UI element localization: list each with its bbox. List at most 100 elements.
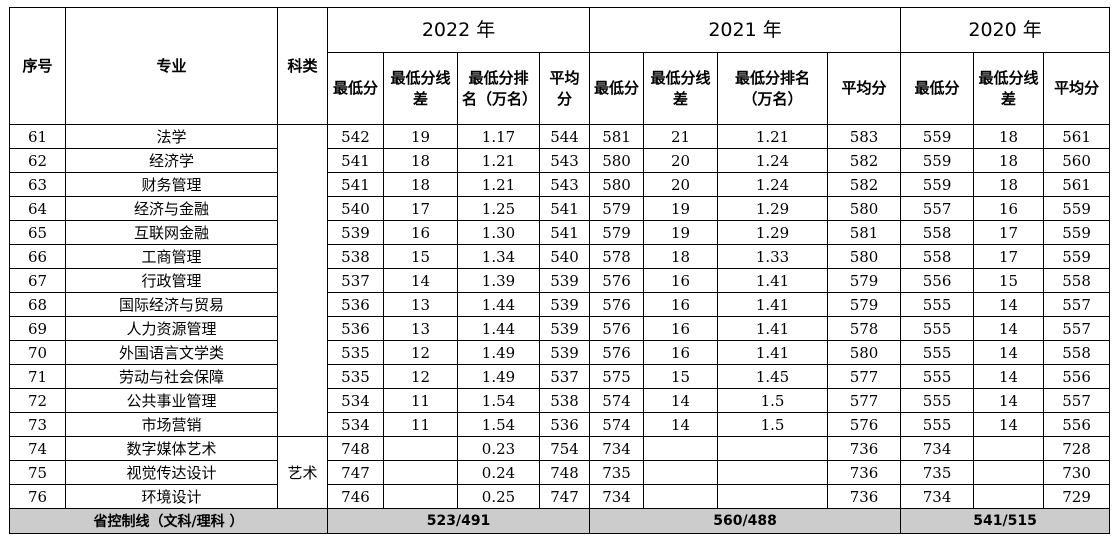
row-value: 14 — [973, 316, 1045, 341]
table-row: 72 公共事业管理 534 11 1.54 538 574 14 1.5 577 555 14 557 — [9, 388, 1111, 413]
header-2022-min-rank: 最低分排名（万名） — [457, 52, 540, 125]
row-value: 574 — [589, 388, 645, 413]
header-major: 专业 — [65, 7, 278, 125]
row-value: 541 — [538, 220, 591, 245]
row-value: 14 — [643, 412, 719, 437]
row-value: 559 — [1043, 244, 1111, 269]
row-value: 20 — [643, 148, 719, 173]
row-value: 1.24 — [717, 148, 829, 173]
table-row: 61 法学 542 19 1.17 544 581 21 1.21 583 559 18 561 — [9, 124, 1111, 437]
row-value: 579 — [827, 292, 902, 317]
row-value: 1.41 — [717, 316, 829, 341]
footer-2022: 523/491 — [326, 508, 591, 534]
row-value: 541 — [538, 196, 591, 221]
row-value: 746 — [327, 484, 384, 509]
row-value: 734 — [900, 484, 975, 509]
row-value: 734 — [589, 436, 645, 461]
row-number: 70 — [9, 340, 66, 365]
row-value: 539 — [327, 220, 384, 245]
header-category: 科类 — [277, 7, 328, 125]
row-number: 65 — [9, 220, 66, 245]
row-value: 1.45 — [717, 364, 829, 389]
row-value: 735 — [589, 460, 645, 485]
row-value — [717, 436, 829, 461]
row-value — [643, 484, 719, 509]
row-value: 580 — [589, 172, 645, 197]
row-value — [643, 460, 719, 485]
row-value — [383, 436, 458, 461]
row-value: 1.54 — [457, 388, 540, 413]
row-value: 1.44 — [457, 316, 540, 341]
row-value: 730 — [1043, 460, 1111, 485]
row-value: 558 — [1043, 340, 1111, 365]
row-value: 557 — [1043, 316, 1111, 341]
header-2022-min-diff: 最低分线差 — [383, 52, 458, 125]
row-value: 536 — [327, 316, 384, 341]
row-value — [717, 484, 829, 509]
row-value: 555 — [900, 412, 975, 437]
row-value: 17 — [383, 196, 458, 221]
row-number: 64 — [9, 196, 66, 221]
row-value: 537 — [327, 268, 384, 293]
row-value: 19 — [643, 196, 719, 221]
row-value: 1.29 — [717, 196, 829, 221]
row-value: 581 — [589, 124, 645, 149]
row-value: 578 — [827, 316, 902, 341]
row-value: 539 — [538, 316, 591, 341]
row-value: 1.41 — [717, 340, 829, 365]
row-major: 人力资源管理 — [65, 316, 278, 341]
row-value: 17 — [973, 220, 1045, 245]
row-value: 735 — [900, 460, 975, 485]
row-value: 539 — [538, 340, 591, 365]
row-value: 541 — [327, 148, 384, 173]
header-2022-avg: 平均分 — [538, 52, 591, 125]
row-value: 12 — [383, 364, 458, 389]
row-number: 63 — [9, 172, 66, 197]
table-row: 65 互联网金融 539 16 1.30 541 579 19 1.29 581 558 17 559 — [9, 220, 1111, 245]
row-value: 747 — [538, 484, 591, 509]
header-year-2022: 2022 年 — [326, 7, 591, 53]
row-value: 734 — [589, 484, 645, 509]
category-cell-art: 艺术 — [277, 436, 328, 509]
row-value: 576 — [589, 268, 645, 293]
row-major: 市场营销 — [65, 412, 278, 437]
row-value: 540 — [538, 244, 591, 269]
row-value: 558 — [900, 220, 975, 245]
row-value: 556 — [1043, 412, 1111, 437]
header-2020-avg: 平均分 — [1043, 52, 1111, 125]
header-no: 序号 — [9, 7, 66, 125]
row-value: 541 — [327, 172, 384, 197]
row-value: 16 — [643, 292, 719, 317]
row-value: 579 — [589, 220, 645, 245]
row-value: 729 — [1043, 484, 1111, 509]
table-body: 61 法学 542 19 1.17 544 581 21 1.21 583 559 18 561 62 经济… — [9, 124, 1111, 509]
row-value: 748 — [538, 460, 591, 485]
table-row: 67 行政管理 537 14 1.39 539 576 16 1.41 579 556 15 558 — [9, 268, 1111, 293]
row-value: 555 — [900, 292, 975, 317]
row-value: 1.49 — [457, 340, 540, 365]
row-value — [383, 460, 458, 485]
row-value: 560 — [1043, 148, 1111, 173]
row-value: 559 — [900, 124, 975, 149]
row-value: 1.54 — [457, 412, 540, 437]
row-value: 14 — [973, 388, 1045, 413]
row-value: 557 — [1043, 292, 1111, 317]
row-value: 558 — [900, 244, 975, 269]
row-value: 577 — [827, 388, 902, 413]
row-value: 16 — [643, 340, 719, 365]
row-value: 579 — [827, 268, 902, 293]
row-value: 580 — [827, 196, 902, 221]
row-value: 543 — [538, 172, 591, 197]
row-number: 72 — [9, 388, 66, 413]
row-value: 538 — [327, 244, 384, 269]
row-value — [643, 436, 719, 461]
row-major: 视觉传达设计 — [65, 460, 278, 485]
table-row: 73 市场营销 534 11 1.54 536 574 14 1.5 576 555 14 556 — [9, 412, 1111, 437]
header-2021-min-rank: 最低分排名（万名） — [717, 52, 829, 125]
row-value: 11 — [383, 388, 458, 413]
row-major: 环境设计 — [65, 484, 278, 509]
row-value: 18 — [383, 172, 458, 197]
row-value: 561 — [1043, 124, 1111, 149]
row-major: 公共事业管理 — [65, 388, 278, 413]
row-value: 580 — [827, 244, 902, 269]
